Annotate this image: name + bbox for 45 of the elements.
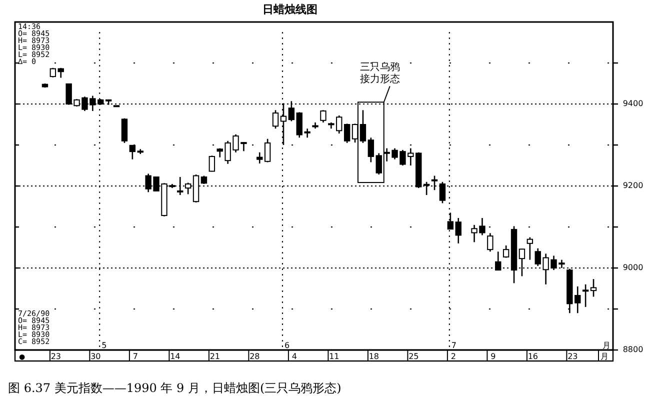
x-tick-label: 4 — [292, 352, 297, 361]
annotation: 接力形态 — [360, 73, 400, 86]
x-tick-label: 16 — [528, 352, 538, 361]
x-tick-label: 23 — [568, 352, 578, 361]
candlestick — [256, 152, 263, 164]
candlestick — [368, 136, 374, 163]
candlestick — [590, 278, 597, 298]
candlestick — [264, 138, 271, 163]
annotation: 月 — [602, 341, 610, 350]
caption: 图 6.37 美元指数——1990 年 9 月，日蜡烛图(三只乌鸦形态) — [8, 381, 342, 395]
candlestick — [376, 152, 382, 176]
x-tick-label: 23 — [50, 352, 62, 361]
candlestick — [495, 250, 502, 271]
x-tick-label: 18 — [368, 352, 380, 361]
annotation: 6 — [284, 341, 290, 350]
x-tick-label: 30 — [90, 352, 101, 361]
candlestick — [320, 110, 326, 124]
y-tick-label: 8800 — [622, 345, 644, 354]
x-tick-label: 25 — [408, 352, 419, 361]
y-tick-label: 9400 — [622, 99, 644, 108]
x-tick-label: 14 — [170, 352, 180, 361]
annotation: 7 — [451, 341, 457, 350]
candlestick — [360, 110, 366, 144]
chart-title: 日蜡烛线图 — [262, 3, 318, 16]
x-tick-label: 9 — [490, 352, 496, 361]
x-tick-label: 21 — [210, 352, 220, 361]
candlestick — [582, 284, 589, 308]
candlestick — [344, 123, 350, 144]
candlestick — [121, 118, 128, 144]
candlestick — [487, 232, 494, 252]
candlestick — [208, 155, 216, 172]
x-tick-label: 2 — [450, 352, 456, 361]
candlestick — [502, 244, 510, 258]
x-tick-label: 28 — [250, 352, 260, 361]
x-tick-label: 月 — [600, 352, 608, 361]
y-tick-label: 9000 — [622, 263, 644, 272]
candlestick — [526, 236, 534, 260]
candlestick — [455, 217, 462, 244]
x-tick-label: 7 — [132, 352, 138, 361]
candlestick — [352, 123, 358, 144]
x-tick-label: 11 — [329, 352, 340, 361]
candlestick — [272, 110, 279, 130]
annotation: 5 — [102, 341, 107, 350]
y-tick-label: 9200 — [622, 181, 644, 190]
annotation: 三只乌鸦 — [360, 61, 400, 74]
